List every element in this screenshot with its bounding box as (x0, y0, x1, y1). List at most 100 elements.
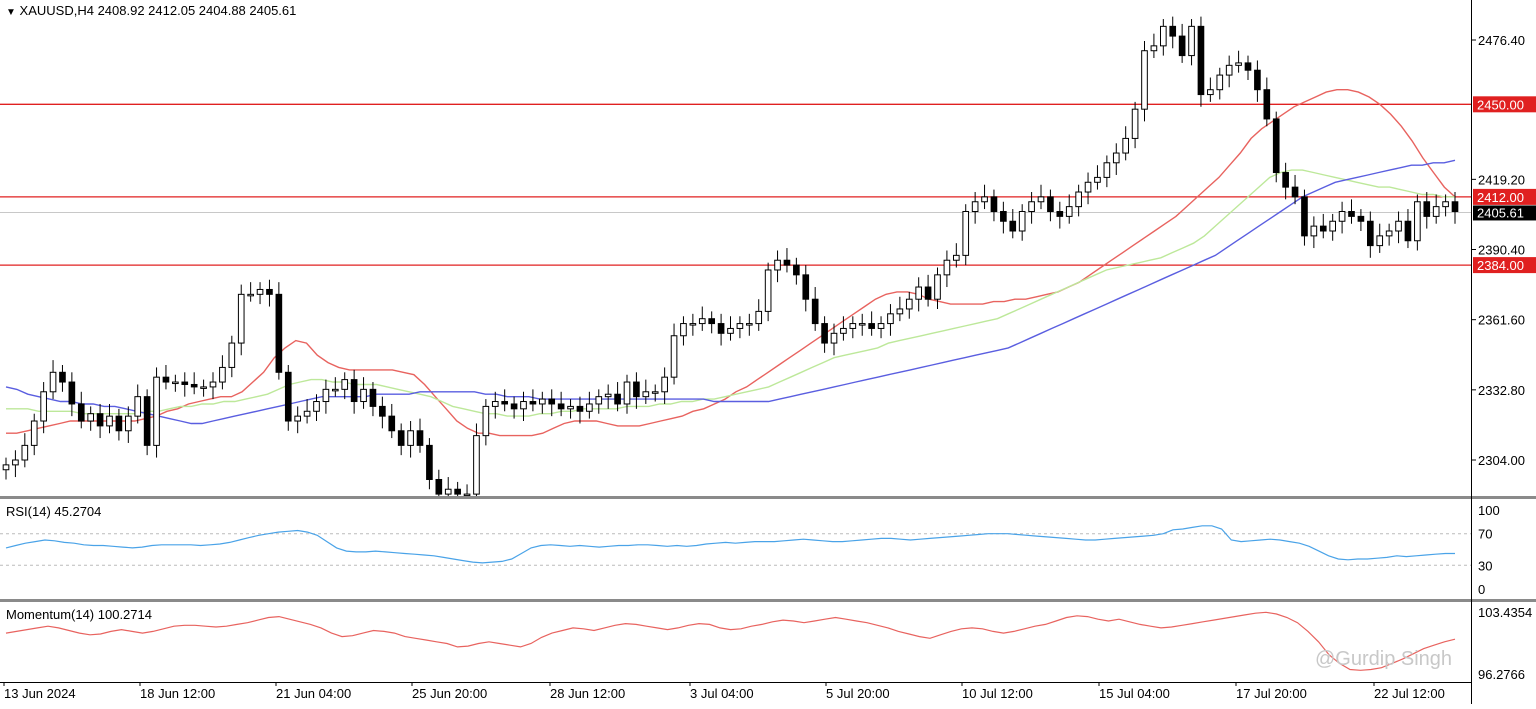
candle-body (755, 310, 763, 325)
candle-body (887, 313, 894, 325)
candle-body (426, 444, 433, 480)
momentum-chart[interactable] (0, 602, 1471, 682)
candle-body (369, 388, 377, 407)
candle-body (1056, 211, 1064, 217)
candle-body (190, 383, 198, 388)
candle-body (360, 388, 367, 403)
candle-body (96, 413, 104, 427)
rsi-axis-label: 70 (1478, 527, 1492, 542)
candle-body (1037, 196, 1045, 203)
candle-body (1376, 235, 1384, 247)
candle-body (124, 415, 132, 432)
candle-body (604, 393, 612, 398)
rsi-pane[interactable]: RSI(14) 45.2704 (0, 499, 1471, 599)
candle-body (868, 323, 875, 329)
candle-body (294, 415, 302, 422)
candle-body (1272, 118, 1280, 174)
level-tag (1473, 96, 1536, 113)
candle-body (962, 211, 970, 256)
candle-body (1084, 181, 1092, 193)
level-tag-label: 2384.00 (1477, 258, 1524, 273)
time-tick-label: 15 Jul 04:00 (1099, 686, 1170, 701)
candle-body (200, 386, 207, 389)
momentum-pane[interactable]: Momentum(14) 100.2714 (0, 602, 1471, 682)
price-tick-label: 2361.60 (1478, 313, 1525, 328)
candle-body (1159, 25, 1167, 47)
candle-body (1169, 25, 1177, 37)
momentum-axis-top: 103.4354 (1478, 605, 1532, 620)
candle-body (473, 435, 480, 495)
candle-body (717, 323, 725, 334)
candle-body (172, 381, 179, 385)
candle-body (1404, 220, 1412, 242)
candle-body (1423, 201, 1431, 217)
candle-body (143, 396, 151, 446)
momentum-axis-bottom: 96.2766 (1478, 667, 1525, 682)
candle-body (12, 459, 19, 466)
candle-body (106, 415, 113, 427)
ma-blue-line (5, 159, 1456, 425)
candle-body (49, 371, 57, 393)
candle-body (905, 298, 913, 310)
price-axis-svg: 2476.40 2419.20 2390.40 2361.60 2332.80 2304.… (1472, 33, 1536, 682)
rsi-chart[interactable] (0, 499, 1471, 599)
candle-body (1282, 172, 1289, 188)
candle-body (1329, 220, 1337, 232)
candle-body (1009, 220, 1017, 232)
candle-body (1348, 211, 1355, 217)
candle-body (482, 405, 490, 437)
candle-body (548, 398, 556, 405)
candle-body (1366, 220, 1374, 247)
candle-body (1207, 89, 1214, 96)
candle-body (397, 430, 405, 446)
candle-body (811, 298, 819, 325)
candle-body (670, 335, 678, 378)
candle-body (1338, 211, 1346, 222)
symbol-label: XAUUSD,H4 (19, 3, 94, 18)
time-axis[interactable]: 13 Jun 2024 18 Jun 12:00 21 Jun 04:00 25 Ju… (0, 682, 1471, 704)
price-chart[interactable] (0, 0, 1471, 507)
candle-body (1385, 230, 1393, 237)
candle-body (87, 413, 95, 422)
candle-body (529, 401, 537, 405)
candle-body (21, 444, 29, 461)
candle-body (266, 288, 273, 295)
candle-body (802, 274, 810, 300)
candle-body (538, 398, 546, 405)
candle-body (115, 415, 123, 432)
candle-body (1103, 162, 1111, 178)
ma-red-line (6, 89, 1456, 437)
price-chart-pane[interactable]: ▼ XAUUSD,H4 2408.92 2412.05 2404.88 2405… (0, 0, 1471, 507)
candle-body (943, 259, 951, 276)
candle-body (642, 391, 650, 398)
candle-body (219, 366, 226, 383)
candle-body (689, 323, 697, 326)
price-axis[interactable]: 2476.40 2419.20 2390.40 2361.60 2332.80 2304.… (1471, 0, 1536, 704)
candle-body (1188, 25, 1195, 57)
candle-body (1047, 196, 1054, 213)
candle-body (1451, 201, 1459, 213)
collapse-triangle-icon[interactable]: ▼ (6, 7, 16, 18)
candle-body (858, 323, 866, 326)
candle-body (1432, 206, 1440, 217)
candle-body (1216, 74, 1224, 91)
time-tick-label: 17 Jul 20:00 (1236, 686, 1307, 701)
rsi-title: RSI(14) 45.2704 (6, 504, 102, 519)
candle-body (623, 381, 631, 405)
ohlc-values: 2408.92 2412.05 2404.88 2405.61 (97, 3, 297, 18)
time-tick-label: 13 Jun 2024 (4, 686, 76, 701)
candle-body (303, 410, 311, 417)
candle-body (491, 401, 499, 407)
candle-body (284, 371, 292, 422)
candle-body (698, 318, 706, 325)
candle-body (877, 323, 885, 329)
candle-body (915, 286, 923, 300)
momentum-line (5, 611, 1456, 671)
candle-body (567, 405, 574, 410)
pane-separator[interactable] (0, 496, 1536, 499)
candle-body (1291, 186, 1299, 198)
pane-separator[interactable] (0, 599, 1536, 602)
candle-body (764, 269, 772, 312)
time-tick-label: 28 Jun 12:00 (550, 686, 625, 701)
candle-body (1122, 137, 1130, 154)
